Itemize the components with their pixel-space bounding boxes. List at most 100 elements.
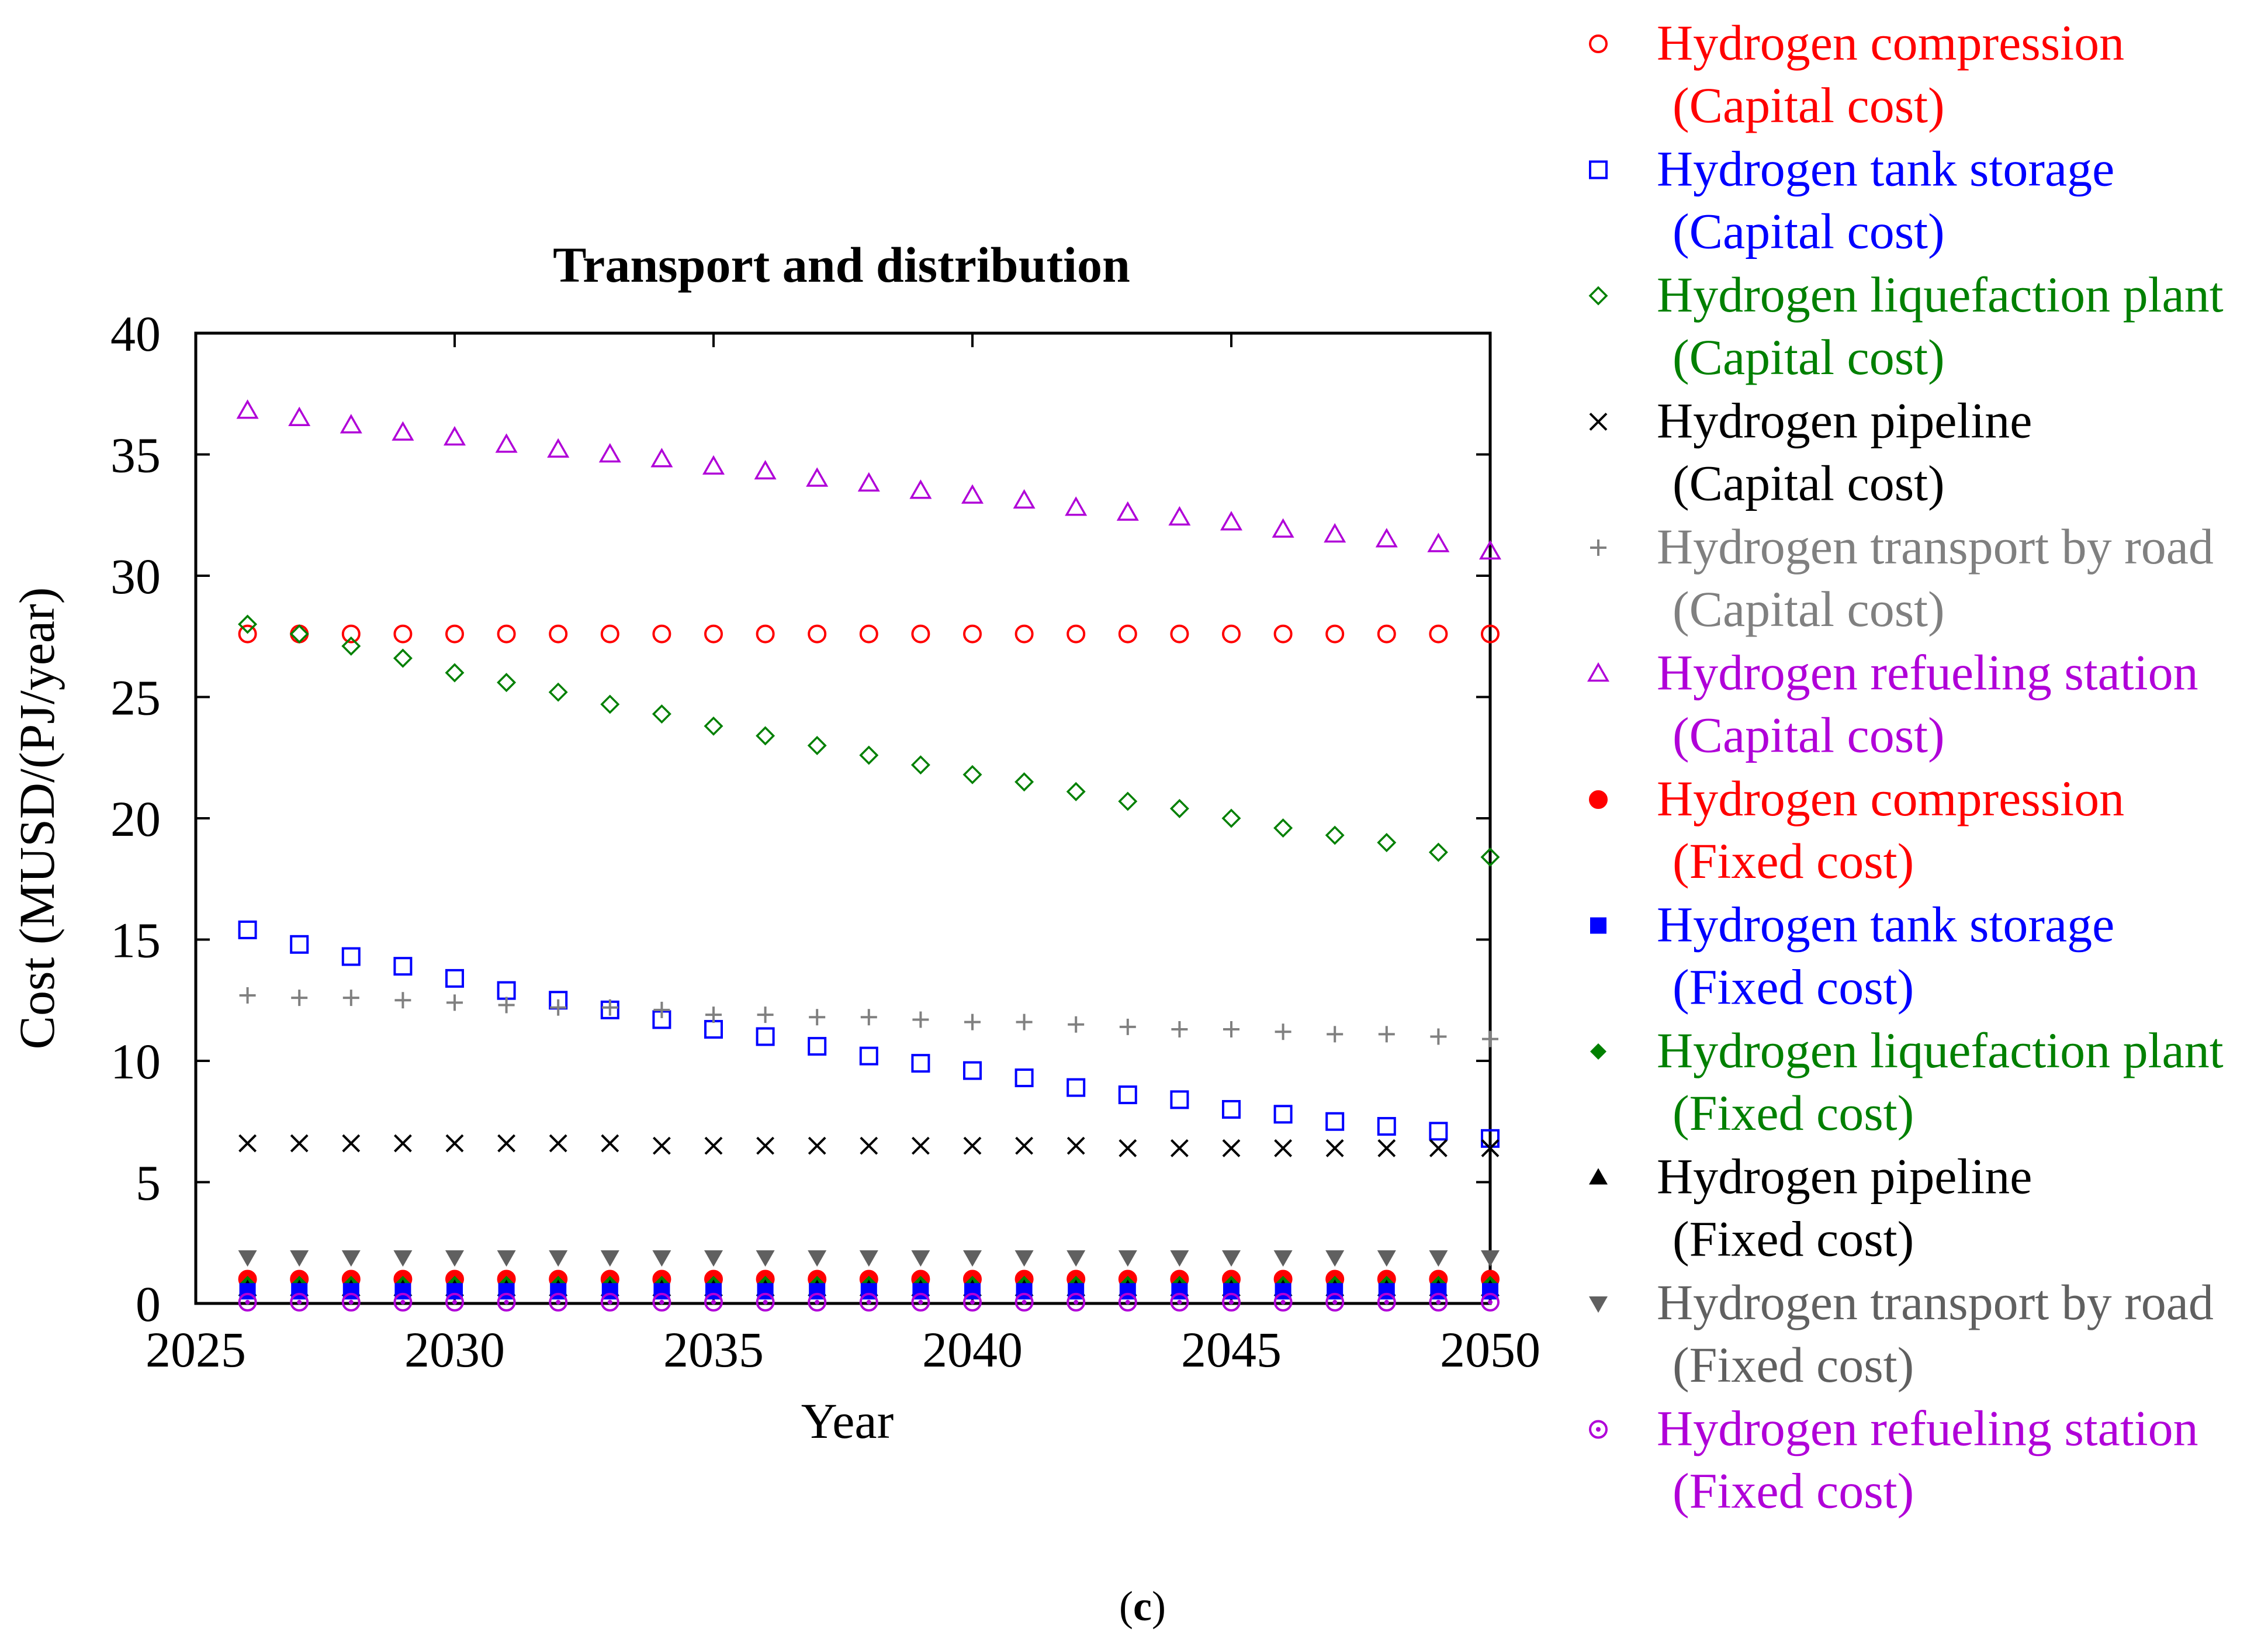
data-point	[445, 624, 464, 644]
data-point	[1481, 1139, 1500, 1157]
data-point	[393, 624, 413, 644]
data-point	[909, 479, 932, 499]
data-point	[1013, 489, 1036, 509]
data-point	[239, 987, 256, 1004]
legend-sublabel: (Capital cost)	[1673, 455, 1945, 511]
data-point	[549, 1134, 567, 1153]
series-7	[239, 1283, 1498, 1300]
legend-marker	[1589, 790, 1608, 809]
data-point	[497, 624, 516, 644]
x-tick-label: 2045	[1181, 1322, 1282, 1378]
legend-marker	[1589, 413, 1608, 431]
data-point	[600, 1250, 619, 1267]
legend-label: Hydrogen transport by road	[1657, 1274, 2214, 1330]
data-point	[1325, 825, 1345, 845]
data-point	[1014, 624, 1034, 644]
data-point	[1482, 1030, 1498, 1047]
data-point	[1222, 1100, 1241, 1119]
data-point	[1378, 1026, 1395, 1043]
data-point	[1478, 539, 1502, 560]
data-point	[807, 736, 827, 755]
data-point	[598, 442, 621, 463]
data-point	[859, 745, 879, 765]
legend-marker	[1589, 34, 1608, 53]
data-point	[549, 624, 568, 644]
data-point	[1220, 511, 1243, 531]
data-point	[341, 636, 361, 656]
legend-marker	[1589, 1420, 1608, 1439]
data-point	[1377, 833, 1397, 852]
data-point	[497, 1250, 516, 1267]
data-point	[497, 981, 516, 1000]
data-point	[704, 1250, 723, 1267]
legend-item: Hydrogen transport by road (Fixed cost)	[1589, 1274, 2214, 1393]
legend-marker	[1589, 160, 1608, 179]
y-tick-label: 40	[110, 306, 161, 362]
data-point	[445, 969, 464, 988]
legend-sublabel: (Capital cost)	[1673, 77, 1945, 133]
data-point	[1429, 1292, 1448, 1312]
data-point	[704, 1292, 723, 1312]
data-point	[1325, 624, 1345, 644]
data-point	[1273, 624, 1293, 644]
data-point	[1014, 772, 1034, 792]
legend-item: Hydrogen liquefaction plant (Fixed cost)	[1590, 1022, 2224, 1141]
legend-item: Hydrogen compression (Fixed cost)	[1589, 770, 2124, 889]
data-point	[238, 624, 257, 644]
data-point	[288, 406, 311, 426]
data-point	[1427, 532, 1450, 552]
data-point	[446, 994, 463, 1011]
data-point	[1068, 1016, 1085, 1033]
data-point	[1481, 624, 1500, 644]
legend-label: Hydrogen refueling station	[1657, 645, 2198, 701]
data-point	[1324, 523, 1346, 543]
caption-close: )	[1152, 1583, 1166, 1630]
data-point	[1375, 528, 1398, 548]
data-point	[1273, 1292, 1293, 1312]
data-point	[754, 460, 777, 480]
data-point	[1273, 1105, 1293, 1124]
legend-sublabel: (Fixed cost)	[1673, 1337, 1914, 1393]
data-point	[1170, 1139, 1189, 1157]
legend-sublabel: (Fixed cost)	[1673, 1211, 1914, 1267]
data-point	[1118, 791, 1138, 811]
legend-sublabel: (Capital cost)	[1673, 203, 1945, 260]
data-point	[963, 624, 982, 644]
legend-item: Hydrogen compression (Capital cost)	[1589, 15, 2124, 133]
data-point	[1065, 496, 1088, 516]
x-tick-label: 2040	[922, 1322, 1023, 1378]
chart-title: Transport and distribution	[553, 237, 1130, 293]
data-point	[341, 624, 361, 644]
data-point	[756, 1250, 775, 1267]
data-point	[445, 1134, 464, 1153]
data-point	[1480, 847, 1500, 867]
data-point	[550, 999, 567, 1016]
data-point	[393, 957, 413, 976]
data-point	[757, 1006, 774, 1023]
data-point	[341, 947, 361, 966]
data-points	[236, 399, 1502, 1312]
data-point	[704, 716, 723, 736]
legend-label: Hydrogen liquefaction plant	[1657, 267, 2224, 323]
data-point	[1118, 1292, 1137, 1312]
data-point	[549, 1250, 568, 1267]
data-point	[1067, 1136, 1085, 1155]
data-point	[393, 648, 413, 668]
series-1	[238, 920, 1500, 1148]
legend: Hydrogen compression(Capital cost) Hydrog…	[1587, 15, 2224, 1519]
data-point	[393, 1292, 413, 1312]
legend-sublabel: (Capital cost)	[1673, 707, 1945, 763]
data-point	[1171, 1021, 1188, 1038]
data-point	[808, 624, 827, 644]
data-point	[1222, 624, 1241, 644]
legend-label: Hydrogen tank storage	[1657, 897, 2114, 953]
series-0	[238, 624, 1500, 644]
legend-item: Hydrogen transport by road (Capital cost)	[1590, 518, 2214, 637]
data-point	[859, 1292, 878, 1312]
legend-label: Hydrogen tank storage	[1657, 141, 2114, 197]
data-point	[705, 1006, 722, 1023]
data-point	[964, 1014, 981, 1030]
y-tick-label: 30	[110, 548, 161, 604]
data-point	[963, 1136, 982, 1155]
